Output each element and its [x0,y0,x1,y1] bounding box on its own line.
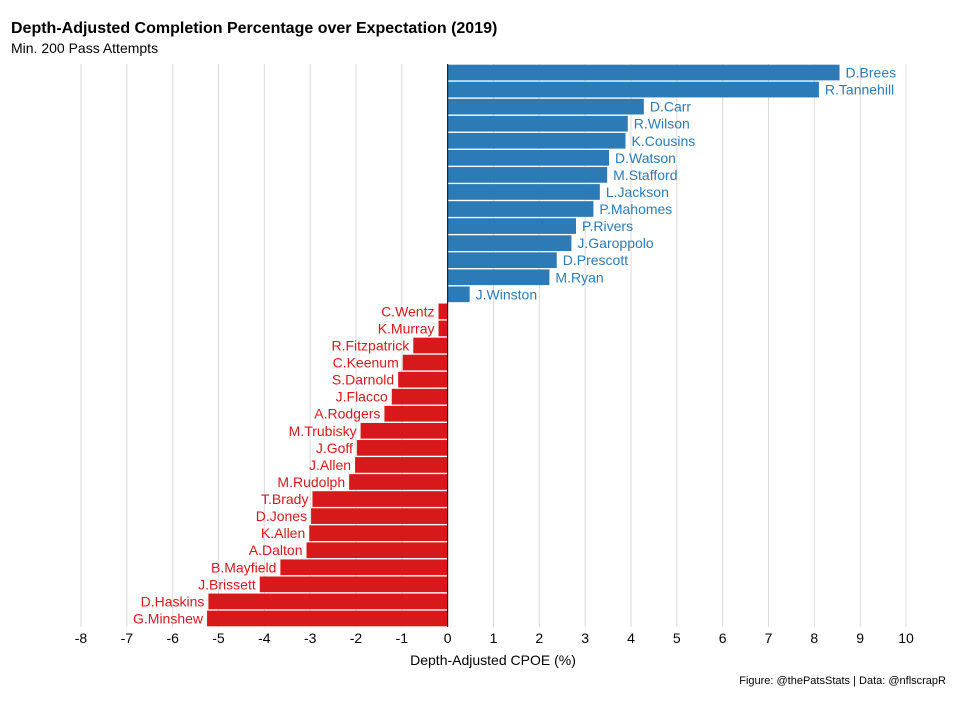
x-tick-label: 8 [810,630,818,646]
x-tick-label: 6 [719,630,727,646]
x-tick-label: 10 [898,630,914,646]
bar [447,115,628,132]
bar [360,422,448,439]
x-tick-label: 7 [765,630,773,646]
bar [259,576,448,593]
bar-label: L.Jackson [606,184,669,200]
bar [398,371,448,388]
x-axis-label: Depth-Adjusted CPOE (%) [410,652,576,668]
bar [208,593,448,610]
x-tick-label: -1 [396,630,409,646]
chart-caption: Figure: @thePatsStats | Data: @nflscrapR [739,675,946,687]
bar [447,132,626,149]
x-tick-labels: -8 -7 -6 -5 -4 -3 -2 -1 0 1 2 3 4 5 6 7 8 9 10 [75,630,914,646]
bar [447,286,470,303]
x-tick-label: -8 [75,630,88,646]
bar-label: D.Carr [650,99,692,115]
bar-label: R.Wilson [634,116,690,132]
bar [391,388,448,405]
bar [447,64,840,81]
bar-label: J.Flacco [336,389,388,405]
bar [309,525,448,542]
bar-label: B.Mayfield [211,559,276,575]
bar-label: D.Prescott [563,252,628,268]
bar [447,81,819,98]
bar [207,610,448,627]
bar [280,559,448,576]
x-tick-label: 5 [673,630,681,646]
x-tick-label: 9 [856,630,864,646]
bar-label: K.Allen [261,525,305,541]
x-tick-label: 2 [535,630,543,646]
x-tick-label: -6 [166,630,179,646]
bar-label: J.Winston [476,286,537,302]
bar [306,542,448,559]
bar [438,303,448,320]
bar-label: R.Fitzpatrick [331,338,410,354]
bar [447,167,608,183]
bar-label: D.Brees [846,65,897,81]
x-tick-label: -2 [350,630,363,646]
bar-label: S.Darnold [332,372,394,388]
bar-label: M.Stafford [613,167,677,183]
x-tick-label: 3 [581,630,589,646]
x-tick-label: -7 [121,630,134,646]
bar [447,252,557,269]
bar [447,218,576,234]
bar [447,201,594,217]
x-tick-label: 0 [444,630,452,646]
x-tick-label: -4 [258,630,271,646]
x-tick-label: -3 [304,630,317,646]
x-tick-label: 1 [490,630,498,646]
bar [447,98,644,115]
bar [349,474,448,490]
bar [356,440,448,456]
bar-label: C.Keenum [333,355,399,371]
bar-label: J.Allen [309,457,351,473]
bar [312,491,448,507]
bar-label: T.Brady [261,491,308,507]
bar [402,354,448,371]
bar-label: D.Watson [615,150,676,166]
bar [311,508,448,524]
bar-label: G.Minshew [133,610,204,626]
bar [413,337,448,354]
bar [384,405,448,422]
x-tick-label: -5 [212,630,225,646]
bar-label: J.Goff [316,440,353,456]
bar-label: A.Dalton [249,542,303,558]
chart-title: Depth-Adjusted Completion Percentage ove… [11,20,497,37]
bar-label: C.Wentz [381,303,434,319]
bar-label: P.Mahomes [599,201,672,217]
bar-label: M.Trubisky [289,423,357,439]
bar-label: M.Rudolph [277,474,345,490]
chart-subtitle: Min. 200 Pass Attempts [11,40,158,56]
bar-label: D.Jones [256,508,307,524]
bars [207,64,840,627]
bar-label: P.Rivers [582,218,633,234]
bar [447,149,609,166]
bar-label: J.Garoppolo [577,235,653,251]
bar-label: M.Ryan [555,269,603,285]
bar-label: A.Rodgers [314,406,380,422]
bar [447,235,572,251]
bar-label: K.Murray [378,320,435,336]
bar-label: R.Tannehill [825,82,894,98]
bar [355,457,448,473]
bar [438,320,448,337]
bar-label: D.Haskins [141,593,205,609]
bar [447,269,550,286]
bar-label: K.Cousins [632,133,696,149]
bar [447,184,600,200]
x-tick-label: 4 [627,630,635,646]
bar-label: J.Brissett [198,576,256,592]
